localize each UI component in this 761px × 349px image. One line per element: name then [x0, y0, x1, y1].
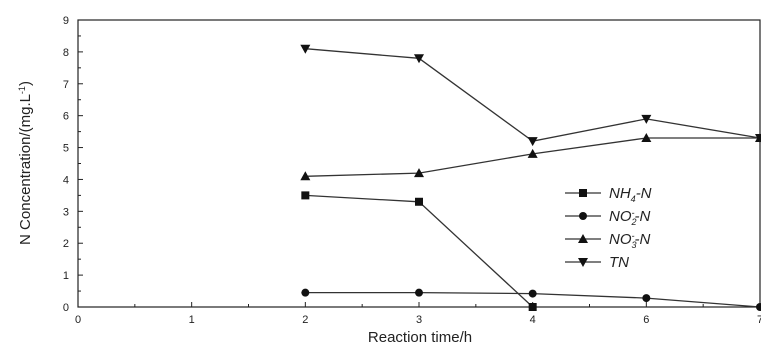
y-tick-label: 7 — [63, 79, 69, 91]
legend-item: NH4-N — [565, 185, 652, 204]
legend-item: NO3--N — [565, 231, 651, 250]
y-tick-label: 9 — [63, 15, 69, 27]
y-tick-label: 5 — [63, 143, 69, 155]
data-point — [756, 303, 761, 311]
legend-item: NO2--N — [565, 208, 651, 227]
legend-label: NH4-N — [609, 185, 652, 204]
series-layer — [300, 45, 761, 311]
y-axis-title: N Concentration/(mg.L-1) — [17, 81, 34, 245]
x-tick-label: 1 — [189, 314, 195, 326]
data-point — [642, 294, 650, 302]
data-point — [301, 289, 309, 297]
x-axis-title: Reaction time/h — [368, 329, 472, 346]
legend-marker — [579, 212, 587, 220]
legend: NH4-N NO2--N NO3--N TN — [565, 185, 652, 271]
x-tick-label: 7 — [757, 314, 761, 326]
y-tick-label: 1 — [63, 270, 69, 282]
y-tick-label: 2 — [63, 238, 69, 250]
tick-labels: 0 1 2 3 4 6 7 0 1 2 3 4 5 6 7 8 9 — [63, 15, 761, 326]
data-point — [529, 303, 537, 311]
data-point — [528, 137, 538, 146]
series-line — [305, 49, 760, 142]
series-4 — [300, 45, 761, 146]
x-tick-label: 6 — [643, 314, 649, 326]
y-tick-label: 3 — [63, 206, 69, 218]
y-tick-label: 0 — [63, 302, 69, 314]
legend-label: NO2--N — [609, 208, 651, 227]
x-tick-label: 0 — [75, 314, 81, 326]
y-tick-label: 4 — [63, 174, 69, 186]
legend-item: TN — [565, 254, 629, 271]
data-point — [301, 191, 309, 199]
y-tick-label: 6 — [63, 111, 69, 123]
legend-marker — [579, 189, 587, 197]
data-point — [414, 54, 424, 63]
x-tick-label: 2 — [302, 314, 308, 326]
data-point — [415, 289, 423, 297]
x-tick-label: 4 — [530, 314, 536, 326]
x-tick-label: 3 — [416, 314, 422, 326]
legend-label: TN — [609, 254, 629, 271]
y-tick-label: 8 — [63, 47, 69, 59]
data-point — [415, 198, 423, 206]
legend-label: NO3--N — [609, 231, 651, 250]
data-point — [529, 290, 537, 298]
